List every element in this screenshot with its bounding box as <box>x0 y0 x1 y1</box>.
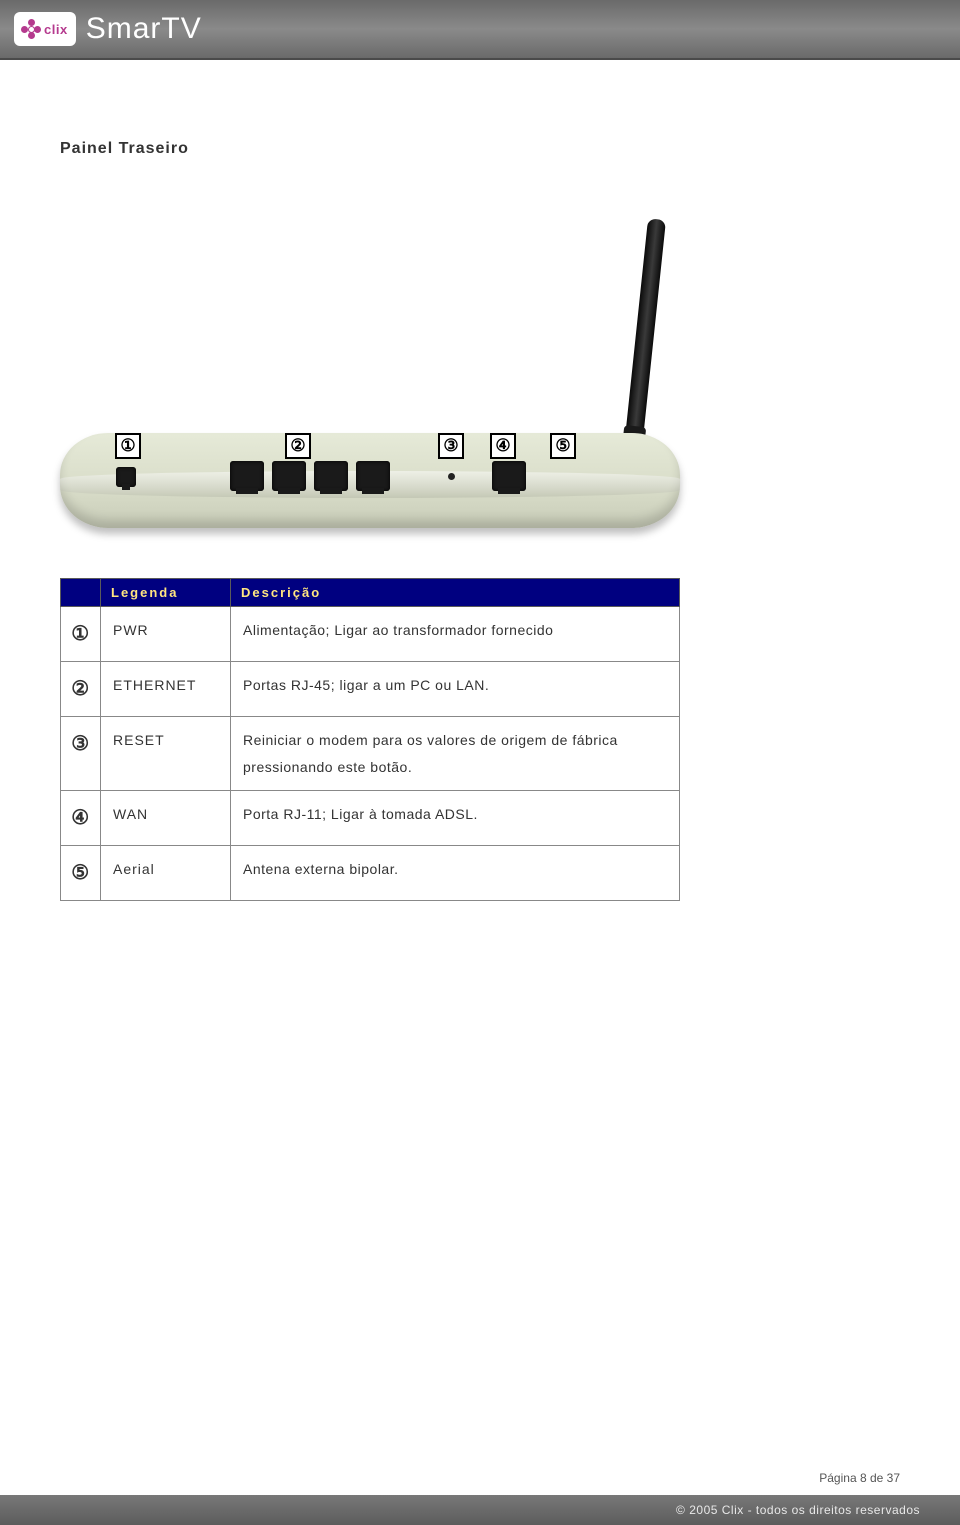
ethernet-port-icon <box>230 461 264 491</box>
th-descricao: Descrição <box>231 579 680 607</box>
page-number: Página 8 de 37 <box>819 1471 900 1485</box>
cell-name: PWR <box>101 607 231 662</box>
cell-idx: ② <box>61 662 101 717</box>
ethernet-port-icon <box>272 461 306 491</box>
cell-name: RESET <box>101 717 231 791</box>
callout-2: ② <box>285 433 311 459</box>
cell-desc: Alimentação; Ligar ao transformador forn… <box>231 607 680 662</box>
footer-copyright: © 2005 Clix - todos os direitos reservad… <box>676 1503 920 1517</box>
cell-idx: ③ <box>61 717 101 791</box>
callout-1: ① <box>115 433 141 459</box>
cell-desc: Porta RJ-11; Ligar à tomada ADSL. <box>231 791 680 846</box>
cell-name: Aerial <box>101 846 231 901</box>
callout-3: ③ <box>438 433 464 459</box>
cell-name: WAN <box>101 791 231 846</box>
table-row: ④ WAN Porta RJ-11; Ligar à tomada ADSL. <box>61 791 680 846</box>
router-body <box>60 433 680 528</box>
cell-name: ETHERNET <box>101 662 231 717</box>
ethernet-port-icon <box>314 461 348 491</box>
legend-table: Legenda Descrição ① PWR Alimentação; Lig… <box>60 578 680 901</box>
pwr-port-icon <box>116 467 136 487</box>
th-index <box>61 579 101 607</box>
table-row: ⑤ Aerial Antena externa bipolar. <box>61 846 680 901</box>
callout-4: ④ <box>490 433 516 459</box>
cell-idx: ⑤ <box>61 846 101 901</box>
reset-hole-icon <box>448 473 455 480</box>
smartv-logo-text: SmarTV <box>86 12 202 46</box>
cell-idx: ① <box>61 607 101 662</box>
ethernet-port-icon <box>356 461 390 491</box>
footer-bar: © 2005 Clix - todos os direitos reservad… <box>0 1495 960 1525</box>
clix-flower-icon <box>22 20 40 38</box>
table-row: ① PWR Alimentação; Ligar ao transformado… <box>61 607 680 662</box>
header-bar: clix SmarTV <box>0 0 960 60</box>
wan-port-icon <box>492 461 526 491</box>
cell-desc: Antena externa bipolar. <box>231 846 680 901</box>
cell-idx: ④ <box>61 791 101 846</box>
legend-table-wrap: Legenda Descrição ① PWR Alimentação; Lig… <box>60 578 680 901</box>
cell-desc: Reiniciar o modem para os valores de ori… <box>231 717 680 791</box>
clix-logo: clix <box>14 12 76 46</box>
page-content: Painel Traseiro ① ② ③ ④ ⑤ Legenda Descri… <box>0 60 960 901</box>
table-row: ③ RESET Reiniciar o modem para os valore… <box>61 717 680 791</box>
table-row: ② ETHERNET Portas RJ-45; ligar a um PC o… <box>61 662 680 717</box>
th-legenda: Legenda <box>101 579 231 607</box>
cell-desc: Portas RJ-45; ligar a um PC ou LAN. <box>231 662 680 717</box>
callout-5: ⑤ <box>550 433 576 459</box>
section-title: Painel Traseiro <box>60 140 900 158</box>
antenna-icon <box>624 218 666 449</box>
clix-text: clix <box>44 22 68 37</box>
router-rear-figure: ① ② ③ ④ ⑤ <box>60 218 710 548</box>
